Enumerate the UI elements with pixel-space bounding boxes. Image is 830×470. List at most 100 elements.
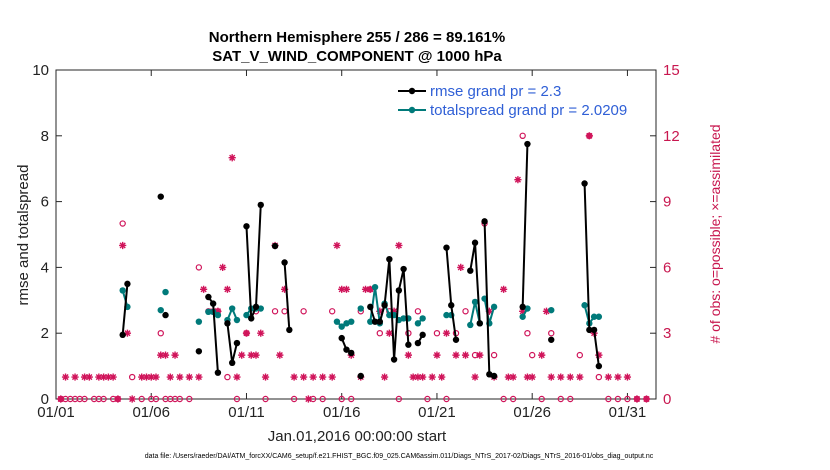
obs-assimilated-marker xyxy=(171,351,179,359)
rmse-line-segment xyxy=(445,247,457,340)
obs-possible-marker xyxy=(490,351,498,359)
obs-assimilated-marker xyxy=(461,351,470,359)
obs-possible-marker xyxy=(538,395,545,403)
obs-assimilated-marker xyxy=(419,373,427,381)
obs-assimilated-marker xyxy=(614,373,622,381)
obs-possible-marker xyxy=(348,395,355,403)
obs-possible-marker xyxy=(300,308,307,315)
y-tick-label: 4 xyxy=(41,259,49,276)
obs-assimilated-marker xyxy=(547,373,555,381)
spread-point xyxy=(371,283,379,291)
rmse-point xyxy=(348,349,355,357)
obs-assimilated-marker xyxy=(128,395,136,403)
obs-possible-marker xyxy=(157,330,164,337)
obs-assimilated-marker xyxy=(585,132,593,140)
obs-possible-marker xyxy=(281,308,288,315)
left-axis: 0 2 4 6 8 10 xyxy=(32,62,62,408)
obs-assimilated-marker xyxy=(409,373,417,381)
obs-possible-marker xyxy=(100,395,107,403)
obs-assimilated-marker xyxy=(114,395,122,403)
spread-point xyxy=(333,318,341,325)
rmse-point xyxy=(400,265,407,273)
y-tick-label: 6 xyxy=(41,194,49,211)
obs-possible-marker xyxy=(81,395,88,403)
y-tick-label: 10 xyxy=(32,62,49,79)
spread-point xyxy=(162,288,169,296)
rmse-line-segment xyxy=(583,183,600,367)
obs-assimilated-marker xyxy=(342,285,351,293)
spread-point xyxy=(490,303,498,311)
obs-assimilated-marker xyxy=(300,373,308,381)
obs-possible-marker xyxy=(624,395,631,403)
rmse-point xyxy=(405,341,412,348)
obs-assimilated-marker xyxy=(161,351,170,359)
obs-possible-marker xyxy=(319,395,326,403)
obs-assimilated-marker xyxy=(214,307,222,315)
obs-possible-marker xyxy=(548,330,555,337)
rmse-point xyxy=(209,300,217,307)
obs-possible-marker xyxy=(528,351,536,359)
spread-point xyxy=(205,308,212,316)
obs-assimilated-marker xyxy=(395,241,403,250)
data-file-footer: data file: /Users/raeder/DAI/ATM_forcXX/… xyxy=(145,453,654,460)
obs-assimilated-marker xyxy=(100,373,108,381)
rmse-point xyxy=(590,326,598,334)
x-tick-label: 01/16 xyxy=(323,404,361,421)
obs-assimilated-marker xyxy=(504,373,512,381)
obs-possible-marker xyxy=(328,308,336,315)
obs-assimilated-marker xyxy=(119,241,127,250)
rmse-point xyxy=(286,326,293,334)
rmse-point xyxy=(467,267,474,274)
obs-possible-marker xyxy=(524,330,531,337)
obs-assimilated-marker xyxy=(333,241,341,250)
obs-assimilated-marker xyxy=(442,329,451,337)
obs-assimilated-marker xyxy=(633,395,641,403)
obs-assimilated-marker xyxy=(428,373,436,381)
spread-line-segment xyxy=(583,304,599,326)
obs-assimilated-marker xyxy=(595,351,603,359)
obs-assimilated-marker xyxy=(519,307,527,315)
obs-assimilated-marker xyxy=(366,285,374,293)
obs-possible-marker xyxy=(462,308,469,315)
x-axis-label: Jan.01,2016 00:00:00 start xyxy=(268,428,447,445)
rmse-point xyxy=(124,280,131,288)
spread-point xyxy=(233,316,241,324)
obs-assimilated-marker xyxy=(542,307,551,315)
legend-rmse-label: rmse grand pr = 2.3 xyxy=(430,83,561,100)
rmse-point xyxy=(386,255,393,263)
rmse-point xyxy=(281,259,288,266)
spread-point xyxy=(595,313,603,320)
rmse-point xyxy=(490,372,498,380)
obs-assimilated-marker xyxy=(185,373,193,381)
y2-tick-label: 6 xyxy=(663,259,671,276)
x-tick-label: 01/06 xyxy=(132,404,170,421)
obs-assimilated-marker xyxy=(642,395,651,403)
obs-possible-marker xyxy=(224,373,231,381)
y-tick-label: 2 xyxy=(41,325,49,342)
rmse-point xyxy=(224,320,231,327)
obs-assimilated-marker xyxy=(385,329,393,337)
rmse-point xyxy=(205,293,212,301)
obs-possible-marker xyxy=(414,308,422,315)
obs-assimilated-marker xyxy=(138,373,146,381)
obs-assimilated-marker xyxy=(123,329,132,337)
obs-possible-marker xyxy=(500,395,507,403)
y2-tick-label: 15 xyxy=(663,62,680,79)
obs-possible-marker xyxy=(424,395,431,403)
obs-possible-marker xyxy=(186,395,193,403)
spread-point xyxy=(519,313,526,320)
rmse-point xyxy=(419,331,426,339)
rmse-point xyxy=(581,180,588,187)
obs-assimilated-marker xyxy=(390,307,398,315)
obs-assimilated-marker xyxy=(61,373,70,381)
spread-point xyxy=(400,315,407,322)
legend: rmse grand pr = 2.3 totalspread grand pr… xyxy=(396,80,650,122)
legend-rmse-marker xyxy=(408,87,416,95)
obs-assimilated-marker xyxy=(242,329,251,337)
spread-point xyxy=(157,306,164,314)
obs-possible-marker xyxy=(233,395,241,403)
rmse-point xyxy=(452,336,460,343)
obs-assimilated-marker xyxy=(257,329,265,337)
obs-assimilated-marker xyxy=(380,373,389,381)
